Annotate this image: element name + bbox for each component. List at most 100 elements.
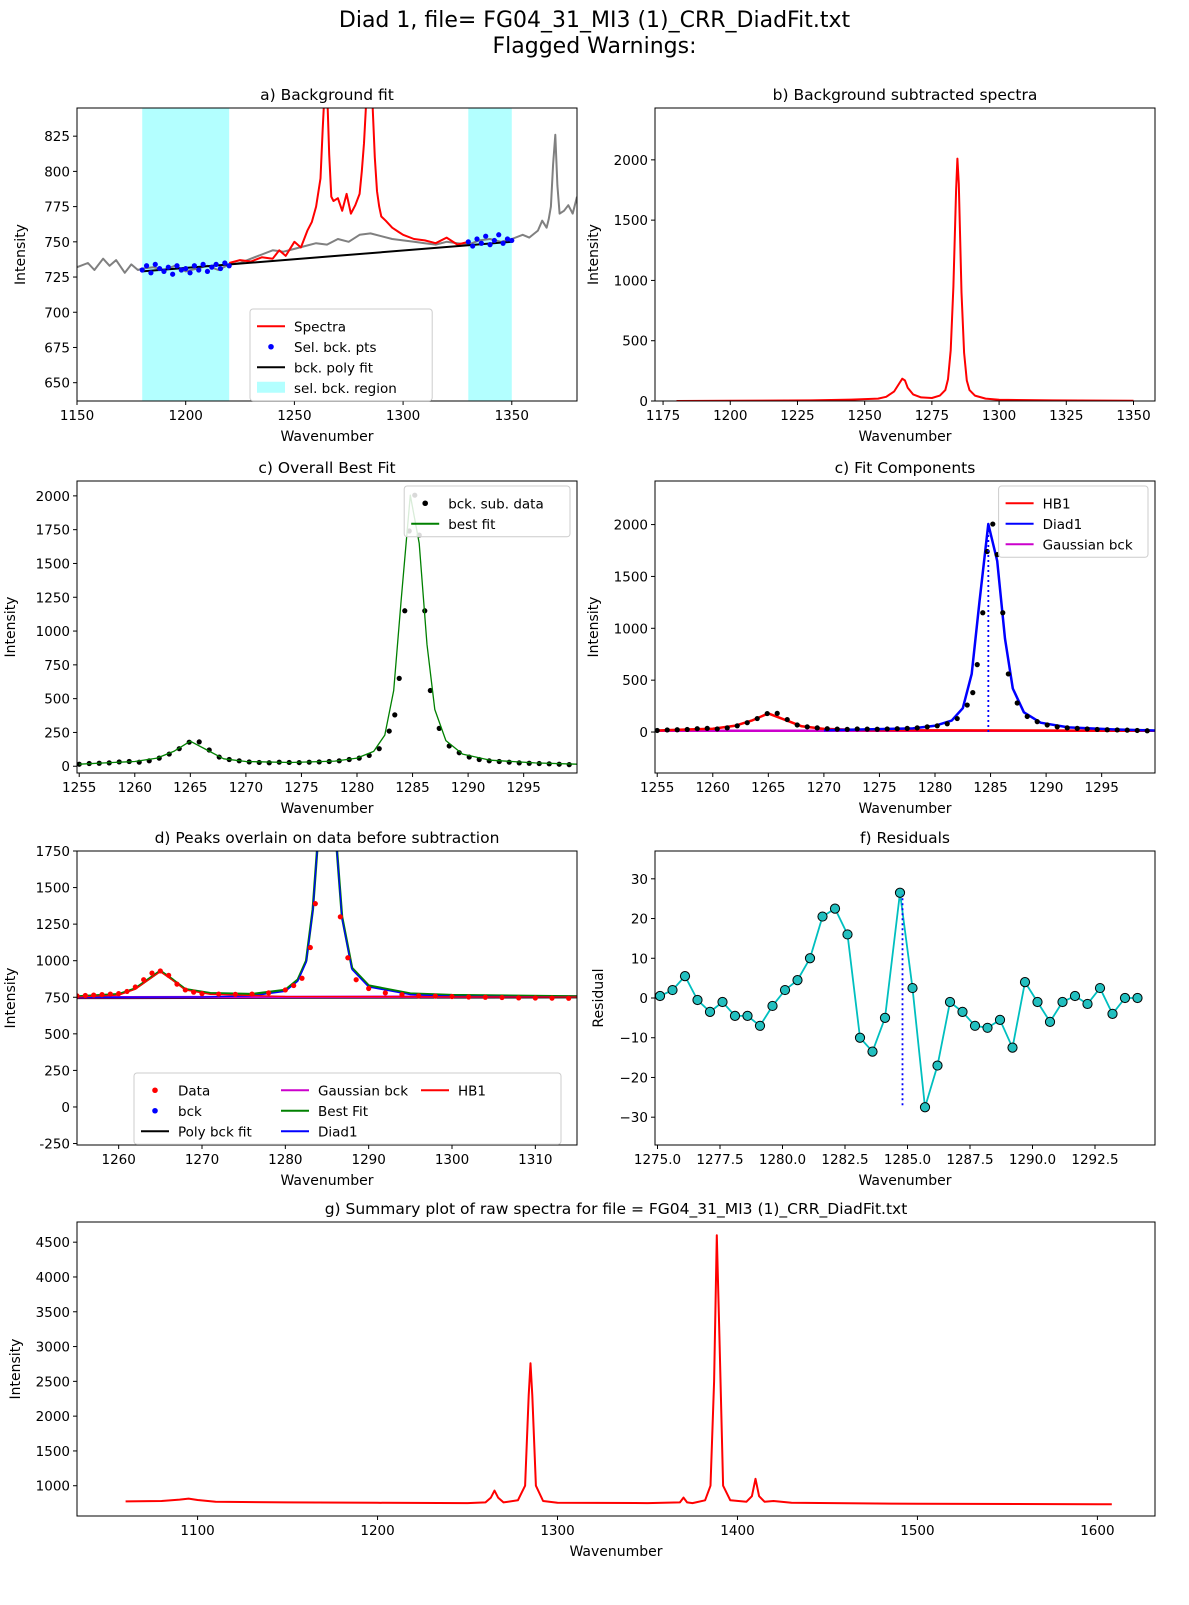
data-point	[1005, 671, 1011, 677]
residual-point	[969, 1020, 981, 1031]
y-tick-label: 20	[631, 912, 648, 928]
y-tick-label: 1500	[614, 569, 648, 585]
data-point	[874, 726, 880, 732]
data-point	[724, 725, 730, 731]
legend-swatch	[268, 343, 274, 350]
residual-point	[729, 1010, 741, 1021]
residual-point	[754, 1020, 766, 1031]
data-point	[396, 675, 402, 681]
y-axis-label: Intensity	[586, 597, 602, 658]
y-tick-label: 1250	[36, 590, 70, 606]
legend-label: Sel. bck. pts	[294, 340, 377, 356]
legend-label: HB1	[458, 1083, 486, 1099]
data-point	[904, 725, 910, 731]
legend-label: bck. poly fit	[294, 360, 373, 376]
data-point	[566, 995, 572, 1001]
y-tick-label: 775	[44, 200, 70, 216]
legend-entry: bck	[152, 1104, 202, 1120]
y-tick-label: 1000	[36, 954, 70, 970]
axes-frame	[76, 480, 578, 774]
data-point	[814, 725, 820, 731]
y-tick-label: 2000	[614, 153, 648, 169]
legend: Data bck Poly bck fit Gaussian bck Best Fit D…	[133, 1072, 562, 1145]
data-point	[504, 236, 511, 242]
data-point	[549, 995, 555, 1001]
data-point	[456, 750, 462, 756]
residual-point	[894, 887, 906, 898]
x-tick-label: 1260	[101, 1152, 135, 1168]
data-point	[99, 992, 105, 998]
x-tick-label: 1300	[435, 1152, 469, 1168]
y-tick-label: 750	[44, 658, 70, 674]
x-tick-label: 1275	[915, 408, 949, 424]
data-point	[209, 264, 215, 270]
data-point	[1064, 725, 1070, 731]
data-point	[496, 758, 502, 765]
x-tick-label: 1260	[118, 780, 152, 796]
residual-point	[667, 984, 678, 996]
residual-point	[919, 1102, 931, 1113]
x-tick-label: 1250	[277, 408, 311, 424]
residual-point	[1107, 1008, 1118, 1019]
y-tick-label: 825	[44, 129, 70, 145]
data-point	[491, 237, 497, 244]
data-point	[1084, 726, 1090, 732]
y-axis-label: Intensity	[8, 1339, 24, 1400]
y-tick-label: 0	[639, 725, 648, 741]
legend-swatch	[152, 1107, 158, 1114]
residual-point	[1019, 977, 1031, 988]
data-point	[990, 521, 996, 527]
data-point	[532, 995, 538, 1001]
data-point	[432, 993, 438, 999]
y-tick-label: 800	[44, 164, 70, 180]
x-tick-label: 1325	[1049, 408, 1083, 424]
x-tick-label: 1500	[900, 1523, 934, 1539]
x-tick-label: 1225	[780, 408, 814, 424]
data-point	[166, 972, 172, 978]
data-point	[924, 724, 930, 730]
legend-entry: Spectra	[257, 319, 346, 335]
data-point	[427, 687, 433, 694]
figure-title-line-2: Flagged Warnings:	[492, 34, 697, 59]
data-point	[1144, 728, 1150, 734]
legend-box	[998, 485, 1149, 558]
chart-panel-c: 1255 1260 1265 1270 1275 1280 1285 1290 1295 0 250…	[3, 459, 578, 817]
data-point	[970, 690, 976, 696]
residual-point	[767, 1000, 778, 1012]
x-tick-label: 1295	[1084, 780, 1118, 796]
data-point	[704, 725, 710, 731]
residual-point	[994, 1014, 1006, 1025]
residual-point	[842, 929, 853, 940]
series-diad1	[823, 522, 1155, 732]
x-tick-label: 1290	[451, 780, 485, 796]
data-point	[506, 759, 512, 765]
residual-point	[932, 1060, 943, 1071]
data-point	[784, 716, 790, 723]
x-tick-label: 1275	[862, 780, 896, 796]
data-point	[487, 242, 493, 248]
axes-frame	[654, 107, 1156, 402]
data-point	[353, 977, 359, 983]
data-point	[165, 264, 171, 270]
y-axis-label: Intensity	[3, 597, 19, 658]
x-tick-label: 1285	[973, 780, 1007, 796]
residual-point	[829, 903, 841, 914]
data-point	[183, 265, 189, 272]
y-tick-label: 1500	[36, 1444, 70, 1460]
x-tick-label: 1175	[646, 408, 680, 424]
x-tick-label: 1275.0	[634, 1152, 681, 1168]
data-point	[980, 610, 986, 616]
data-point	[474, 236, 480, 242]
y-tick-label: 500	[44, 1027, 70, 1043]
residual-point	[717, 996, 728, 1008]
legend-label: best fit	[448, 517, 495, 533]
x-tick-label: 1255	[640, 780, 674, 796]
x-axis-label: Wavenumber	[569, 1544, 662, 1560]
y-tick-label: 500	[622, 334, 648, 350]
data-point	[141, 977, 147, 983]
data-point	[449, 993, 455, 1000]
chart-title: d) Peaks overlain on data before subtrac…	[155, 829, 500, 847]
residual-point	[854, 1032, 866, 1043]
data-point	[291, 982, 297, 989]
y-axis-label: Residual	[591, 968, 607, 1027]
